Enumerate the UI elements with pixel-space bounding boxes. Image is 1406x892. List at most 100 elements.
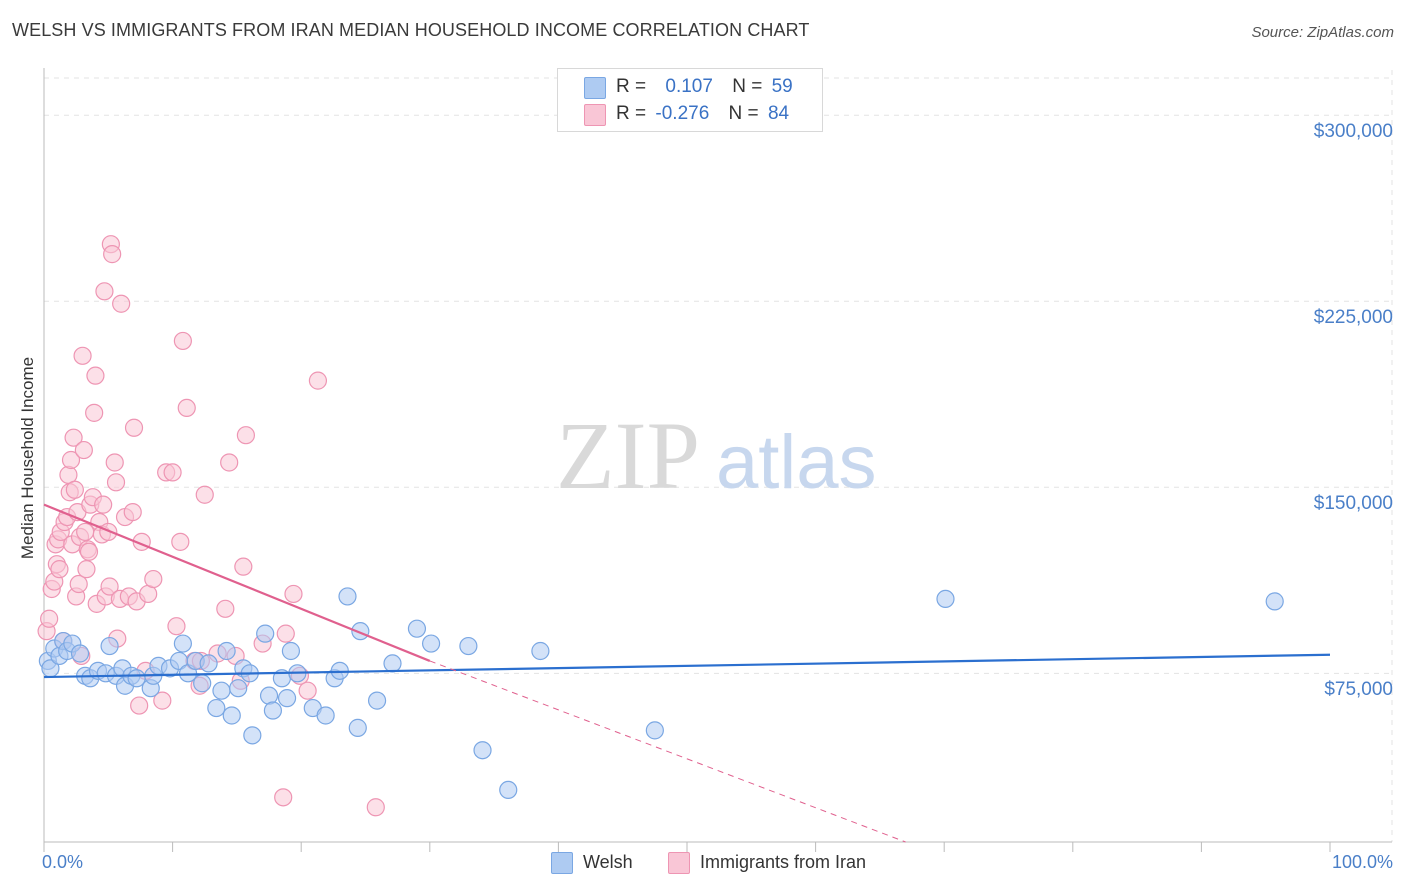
welsh-point [70, 644, 90, 663]
welsh-trend-line [43, 653, 1331, 679]
welsh-point [229, 679, 248, 698]
welsh-point [222, 706, 241, 725]
welsh-points [38, 587, 1284, 800]
iran-point [50, 560, 69, 579]
iran-point [61, 450, 81, 470]
welsh-point [212, 681, 231, 700]
legend-welsh-swatch [551, 852, 573, 874]
x-tick-label-max: 100.0% [1331, 852, 1393, 872]
welsh-point [100, 636, 119, 656]
welsh-point [421, 634, 441, 653]
iran-trend-line [43, 503, 431, 662]
iran-point [124, 418, 144, 437]
welsh-point [193, 674, 212, 693]
iran-point [99, 522, 118, 542]
chart-title: WELSH VS IMMIGRANTS FROM IRAN MEDIAN HOU… [12, 20, 810, 40]
iran-trend-extension [429, 660, 906, 843]
axes [43, 68, 1392, 852]
iran-point [76, 522, 95, 542]
welsh-point [459, 636, 478, 656]
welsh-point [348, 718, 367, 737]
iran-point [236, 426, 256, 445]
iran-point [74, 440, 93, 460]
welsh-point [256, 624, 275, 643]
welsh-point [316, 706, 335, 725]
legend-welsh-label: Welsh [583, 852, 633, 872]
iran-point [171, 532, 190, 551]
welsh-point [263, 701, 283, 720]
n-label: N = [732, 76, 763, 97]
r-label: R = [616, 103, 647, 124]
welsh-point [936, 589, 955, 609]
iran-point [95, 282, 114, 301]
welsh-point [499, 780, 518, 800]
watermark: ZIP atlas [556, 402, 877, 509]
iran-point [274, 788, 293, 807]
welsh-n-value: 59 [771, 76, 793, 97]
iran-point [79, 542, 99, 561]
welsh-point [173, 634, 192, 653]
iran-point [73, 346, 92, 365]
iran-point [173, 331, 192, 351]
y-tick-label: $300,000 [1313, 121, 1393, 143]
iran-n-value: 84 [767, 103, 790, 124]
iran-r-value: -0.276 [655, 103, 710, 124]
correlation-legend: R = 0.107 N = 59 R = -0.276 N = 84 [557, 68, 823, 132]
iran-point [167, 617, 186, 636]
legend-iran-swatch [668, 852, 690, 874]
iran-point [276, 624, 295, 643]
iran-point [69, 574, 88, 594]
n-label: N = [728, 103, 759, 124]
iran-point [85, 403, 104, 422]
welsh-point [207, 698, 226, 718]
iran-point [366, 798, 385, 817]
iran-point [163, 463, 182, 482]
watermark-zip: ZIP [556, 402, 700, 509]
iran-point [103, 245, 122, 264]
welsh-point [127, 669, 146, 688]
grid-lines [44, 70, 1393, 842]
iran-point [144, 569, 163, 589]
welsh-point [259, 686, 279, 705]
iran-point [308, 371, 328, 390]
iran-point [153, 691, 172, 710]
y-tick-label: $150,000 [1313, 493, 1393, 515]
iran-point [64, 428, 83, 447]
iran-point [284, 584, 303, 604]
iran-point [105, 453, 124, 472]
iran-point [40, 609, 59, 628]
welsh-point [1265, 592, 1284, 611]
welsh-stats: R = 0.107 N = 59 [616, 76, 793, 98]
iran-point [220, 453, 239, 472]
welsh-point [281, 641, 301, 661]
iran-point [195, 485, 214, 504]
r-label: R = [616, 76, 647, 97]
iran-point [100, 577, 119, 596]
iran-point [298, 681, 317, 700]
iran-point [234, 557, 253, 576]
iran-stats: R = -0.276 N = 84 [616, 103, 789, 125]
iran-point [94, 495, 113, 514]
welsh-swatch [584, 77, 606, 99]
y-tick-label: $225,000 [1313, 307, 1393, 329]
iran-point [77, 560, 96, 579]
iran-point [123, 502, 142, 522]
welsh-point [217, 641, 236, 661]
y-tick-label: $75,000 [1324, 679, 1393, 701]
welsh-point [645, 721, 664, 740]
welsh-r-value: 0.107 [665, 76, 713, 97]
welsh-point [277, 689, 297, 708]
welsh-point [338, 587, 357, 606]
watermark-atlas: atlas [716, 420, 877, 505]
trend-lines [43, 503, 1331, 843]
iran-point [130, 696, 149, 715]
welsh-point [367, 691, 387, 710]
welsh-point [199, 654, 218, 673]
iran-point [86, 366, 105, 385]
source-label: Source: ZipAtlas.com [1251, 24, 1394, 41]
iran-swatch [584, 104, 606, 126]
iran-point [106, 473, 126, 492]
iran-point [112, 294, 131, 313]
welsh-point [407, 619, 427, 638]
